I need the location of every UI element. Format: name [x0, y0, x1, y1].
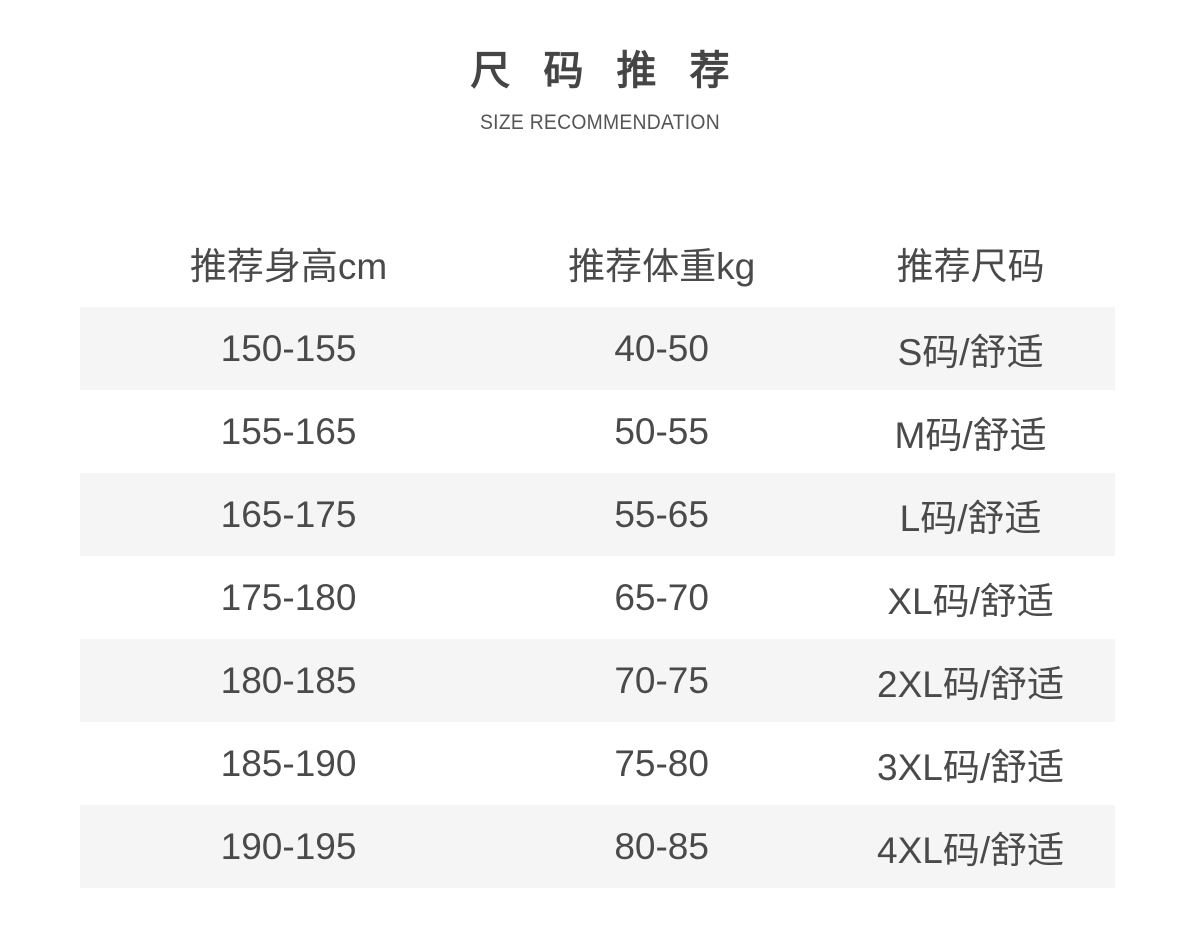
- column-header-weight: 推荐体重kg: [568, 245, 756, 287]
- cell-size: 3XL码/舒适: [877, 746, 1065, 788]
- cell-weight: 65-70: [614, 576, 709, 618]
- cell-height: 180-185: [220, 659, 357, 701]
- table-body: 150-155 40-50 S码/舒适 155-165 50-55 M码/舒适 …: [80, 307, 1115, 888]
- cell-height: 190-195: [220, 825, 357, 867]
- table-row: 180-185 70-75 2XL码/舒适: [80, 639, 1115, 722]
- cell-height: 175-180: [220, 576, 357, 618]
- cell-size: L码/舒适: [899, 497, 1042, 539]
- cell-weight: 50-55: [614, 410, 709, 452]
- cell-size: 2XL码/舒适: [877, 663, 1065, 705]
- cell-size: 4XL码/舒适: [877, 829, 1065, 871]
- cell-size: S码/舒适: [897, 331, 1044, 373]
- size-table-container: 推荐身高cm 推荐体重kg 推荐尺码 150-155 40-50 S码/舒适 1…: [80, 218, 1115, 888]
- cell-height: 150-155: [220, 327, 357, 369]
- cell-weight: 55-65: [614, 493, 709, 535]
- column-header-size: 推荐尺码: [896, 245, 1045, 287]
- cell-weight: 70-75: [614, 659, 709, 701]
- table-row: 155-165 50-55 M码/舒适: [80, 390, 1115, 473]
- table-row: 190-195 80-85 4XL码/舒适: [80, 805, 1115, 888]
- table-row: 165-175 55-65 L码/舒适: [80, 473, 1115, 556]
- cell-weight: 40-50: [614, 327, 709, 369]
- cell-weight: 75-80: [614, 742, 709, 784]
- cell-height: 165-175: [220, 493, 357, 535]
- table-row: 175-180 65-70 XL码/舒适: [80, 556, 1115, 639]
- table-row: 150-155 40-50 S码/舒适: [80, 307, 1115, 390]
- table-header: 推荐身高cm 推荐体重kg 推荐尺码: [80, 218, 1115, 307]
- page-title: 尺 码 推 荐: [470, 49, 741, 93]
- cell-height: 155-165: [220, 410, 357, 452]
- cell-size: M码/舒适: [894, 414, 1047, 456]
- page-subtitle: SIZE RECOMMENDATION: [480, 111, 720, 135]
- table-row: 185-190 75-80 3XL码/舒适: [80, 722, 1115, 805]
- size-table: 推荐身高cm 推荐体重kg 推荐尺码 150-155 40-50 S码/舒适 1…: [80, 218, 1115, 888]
- cell-height: 185-190: [220, 742, 357, 784]
- heading-block: 尺 码 推 荐 SIZE RECOMMENDATION: [0, 0, 1200, 134]
- table-header-row: 推荐身高cm 推荐体重kg 推荐尺码: [80, 218, 1115, 307]
- column-header-height: 推荐身高cm: [189, 245, 388, 287]
- cell-weight: 80-85: [614, 825, 709, 867]
- cell-size: XL码/舒适: [887, 580, 1054, 622]
